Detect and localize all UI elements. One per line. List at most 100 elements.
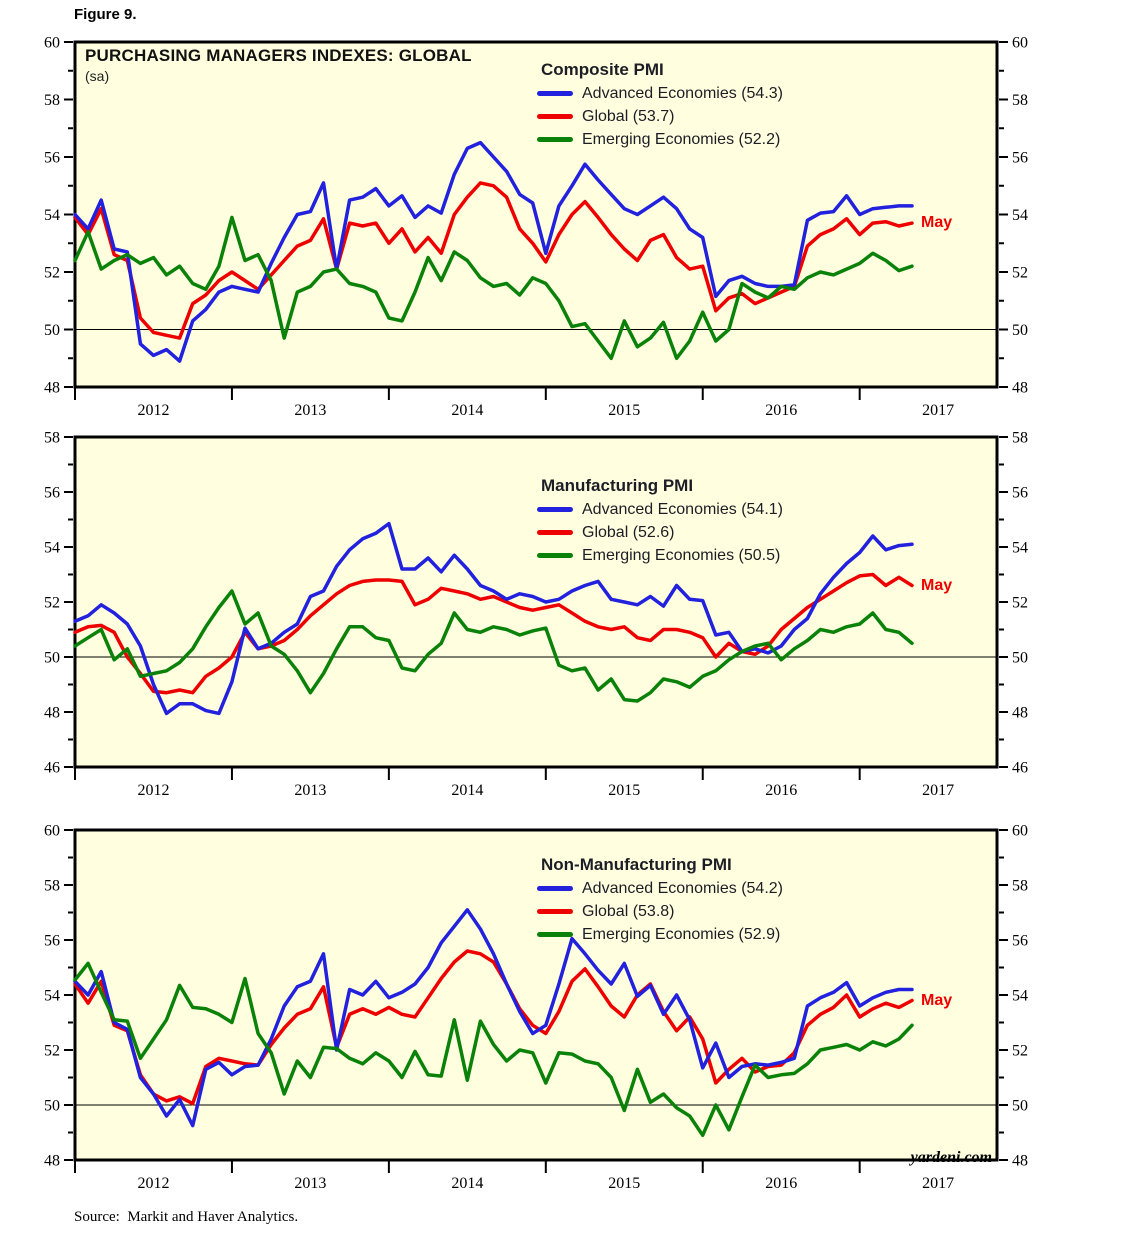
legend-label-advanced: Advanced Economies (54.1) [582, 500, 783, 518]
legend-manufacturing: Manufacturing PMI Advanced Economies (54… [537, 474, 957, 567]
legend-row-global: Global (53.8) [537, 900, 957, 923]
svg-text:52: 52 [1012, 265, 1028, 282]
legend-label-emerging: Emerging Economies (52.9) [582, 925, 781, 943]
svg-text:58: 58 [44, 878, 60, 895]
svg-text:56: 56 [44, 485, 60, 502]
svg-text:2017: 2017 [922, 1175, 954, 1192]
svg-text:50: 50 [44, 322, 60, 339]
legend-label-emerging: Emerging Economies (50.5) [582, 546, 781, 564]
legend-row-advanced: Advanced Economies (54.3) [537, 82, 957, 105]
svg-text:60: 60 [44, 823, 60, 840]
svg-text:2015: 2015 [608, 402, 640, 419]
page-title: PURCHASING MANAGERS INDEXES: GLOBAL [85, 46, 472, 65]
legend-composite: Composite PMI Advanced Economies (54.3) … [537, 58, 957, 151]
svg-text:2014: 2014 [451, 782, 483, 799]
page-subtitle: (sa) [85, 68, 110, 84]
svg-text:54: 54 [1012, 988, 1028, 1005]
svg-text:58: 58 [44, 92, 60, 109]
svg-text:2015: 2015 [608, 782, 640, 799]
legend-title-non-manufacturing: Non-Manufacturing PMI [541, 855, 732, 874]
svg-text:58: 58 [1012, 430, 1028, 447]
svg-text:48: 48 [44, 1153, 60, 1170]
may-annotation: May [920, 214, 953, 232]
svg-text:2017: 2017 [922, 782, 954, 799]
svg-text:2012: 2012 [137, 782, 169, 799]
svg-text:50: 50 [44, 1098, 60, 1115]
legend-row-emerging: Emerging Economies (50.5) [537, 544, 957, 567]
svg-text:52: 52 [1012, 1043, 1028, 1060]
source-note: Source: Markit and Haver Analytics. [74, 1209, 299, 1225]
advanced-line-swatch [537, 886, 573, 891]
global-line-swatch [537, 530, 573, 535]
svg-text:2016: 2016 [765, 1175, 797, 1192]
svg-text:2015: 2015 [608, 1175, 640, 1192]
may-annotation: May [920, 576, 953, 594]
svg-text:2014: 2014 [451, 1175, 483, 1192]
advanced-line-swatch [537, 507, 573, 512]
svg-text:56: 56 [1012, 150, 1028, 167]
svg-text:48: 48 [44, 705, 60, 722]
global-line-swatch [537, 909, 573, 914]
svg-text:54: 54 [1012, 207, 1028, 224]
svg-text:2017: 2017 [922, 402, 954, 419]
svg-text:48: 48 [1012, 705, 1028, 722]
svg-text:60: 60 [1012, 35, 1028, 52]
legend-label-global: Global (53.8) [582, 902, 675, 920]
legend-row-global: Global (53.7) [537, 105, 957, 128]
svg-text:2013: 2013 [294, 1175, 326, 1192]
svg-text:2016: 2016 [765, 402, 797, 419]
svg-text:56: 56 [1012, 933, 1028, 950]
emerging-line-swatch [537, 553, 573, 558]
svg-text:52: 52 [44, 265, 60, 282]
advanced-line-swatch [537, 91, 573, 96]
emerging-line-swatch [537, 137, 573, 142]
svg-text:2012: 2012 [137, 1175, 169, 1192]
svg-text:50: 50 [1012, 322, 1028, 339]
svg-text:56: 56 [44, 150, 60, 167]
legend-label-global: Global (52.6) [582, 523, 675, 541]
svg-text:58: 58 [44, 430, 60, 447]
svg-text:2013: 2013 [294, 782, 326, 799]
svg-text:60: 60 [44, 35, 60, 52]
legend-label-advanced: Advanced Economies (54.3) [582, 84, 783, 102]
may-annotation: May [920, 991, 953, 1009]
svg-text:2012: 2012 [137, 402, 169, 419]
legend-non-manufacturing: Non-Manufacturing PMI Advanced Economies… [537, 853, 957, 946]
svg-text:54: 54 [44, 988, 60, 1005]
svg-text:58: 58 [1012, 92, 1028, 109]
svg-text:46: 46 [44, 760, 60, 777]
legend-title-manufacturing: Manufacturing PMI [541, 476, 694, 495]
figure-label: Figure 9. [74, 6, 137, 23]
legend-row-global: Global (52.6) [537, 521, 957, 544]
svg-text:60: 60 [1012, 823, 1028, 840]
svg-text:58: 58 [1012, 878, 1028, 895]
legend-row-emerging: Emerging Economies (52.9) [537, 923, 957, 946]
legend-title-composite: Composite PMI [541, 60, 664, 79]
svg-text:50: 50 [44, 650, 60, 667]
svg-text:52: 52 [44, 595, 60, 612]
emerging-line-swatch [537, 932, 573, 937]
legend-label-emerging: Emerging Economies (52.2) [582, 130, 781, 148]
watermark: yardeni.com [910, 1149, 992, 1166]
svg-text:2016: 2016 [765, 782, 797, 799]
svg-text:48: 48 [44, 380, 60, 397]
svg-text:48: 48 [1012, 1153, 1028, 1170]
legend-row-emerging: Emerging Economies (52.2) [537, 128, 957, 151]
svg-text:54: 54 [1012, 540, 1028, 557]
legend-label-advanced: Advanced Economies (54.2) [582, 879, 783, 897]
svg-text:50: 50 [1012, 1098, 1028, 1115]
svg-text:2013: 2013 [294, 402, 326, 419]
svg-text:56: 56 [1012, 485, 1028, 502]
svg-text:52: 52 [44, 1043, 60, 1060]
svg-text:54: 54 [44, 207, 60, 224]
svg-text:54: 54 [44, 540, 60, 557]
svg-text:52: 52 [1012, 595, 1028, 612]
svg-text:46: 46 [1012, 760, 1028, 777]
svg-text:2014: 2014 [451, 402, 483, 419]
svg-text:56: 56 [44, 933, 60, 950]
legend-row-advanced: Advanced Economies (54.1) [537, 498, 957, 521]
global-line-swatch [537, 114, 573, 119]
svg-text:50: 50 [1012, 650, 1028, 667]
